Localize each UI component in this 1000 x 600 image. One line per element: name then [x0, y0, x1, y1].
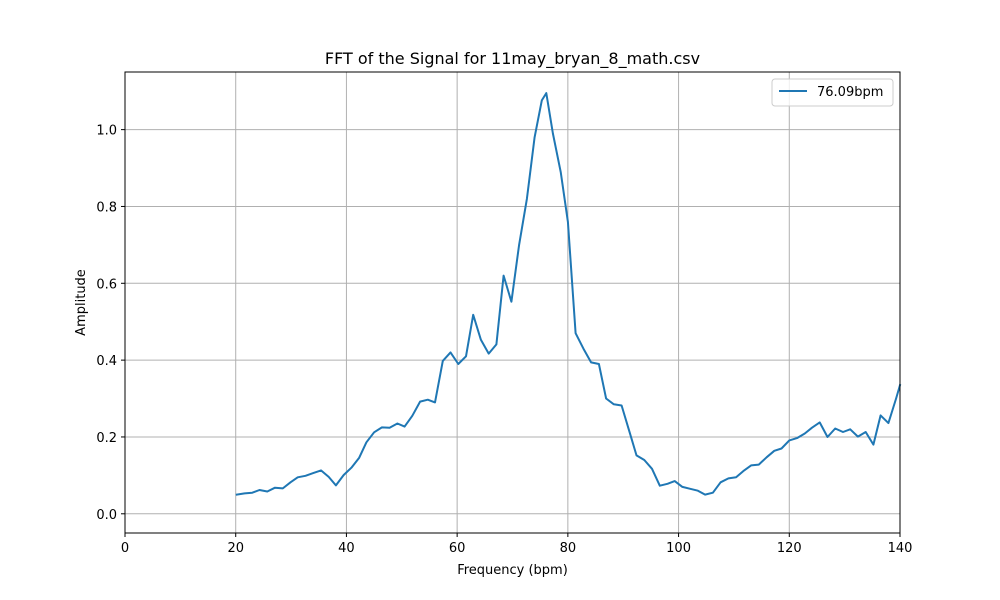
x-tick-label: 20 — [227, 541, 244, 556]
y-tick-label: 0.4 — [96, 354, 117, 369]
y-axis-ticks: 0.0 0.2 0.4 0.6 0.8 1.0 — [96, 124, 125, 523]
chart-title: FFT of the Signal for 11may_bryan_8_math… — [325, 49, 700, 69]
grid-lines — [124, 72, 901, 533]
x-axis-ticks: 0 20 40 60 80 100 120 140 — [121, 533, 913, 556]
y-tick-label: 0.0 — [96, 508, 117, 523]
y-tick-label: 0.2 — [96, 431, 117, 446]
x-tick-label: 40 — [338, 541, 355, 556]
x-axis-label: Frequency (bpm) — [457, 563, 568, 578]
x-tick-label: 140 — [888, 541, 913, 556]
x-tick-label: 80 — [560, 541, 577, 556]
x-tick-label: 0 — [121, 541, 129, 556]
x-tick-label: 120 — [777, 541, 802, 556]
series-line-0 — [235, 92, 902, 496]
y-tick-label: 0.8 — [96, 200, 117, 215]
x-tick-label: 60 — [449, 541, 466, 556]
legend-label: 76.09bpm — [817, 85, 883, 100]
legend-box — [771, 78, 894, 107]
x-tick-label: 100 — [666, 541, 691, 556]
legend: 76.09bpm — [771, 78, 894, 107]
y-tick-label: 1.0 — [96, 124, 117, 139]
y-axis-label: Amplitude — [74, 269, 89, 336]
series-layer — [235, 92, 902, 496]
plot-frame — [124, 71, 901, 534]
y-tick-label: 0.6 — [96, 277, 117, 292]
